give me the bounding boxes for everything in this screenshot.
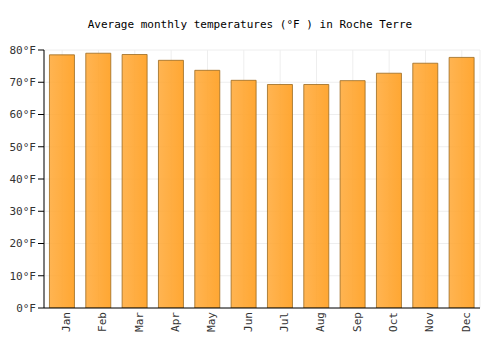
svg-text:Aug: Aug bbox=[314, 312, 327, 332]
svg-text:70°F: 70°F bbox=[10, 76, 37, 89]
svg-text:40°F: 40°F bbox=[10, 173, 37, 186]
svg-text:Jan: Jan bbox=[60, 312, 73, 332]
svg-text:10°F: 10°F bbox=[10, 270, 37, 283]
html-text:Average monthly temperatures (: Average monthly temperatures (°F ) in Ro… bbox=[87, 18, 413, 31]
svg-text:Nov: Nov bbox=[423, 312, 436, 332]
svg-text:Apr: Apr bbox=[169, 312, 182, 332]
svg-text:Feb: Feb bbox=[96, 312, 109, 332]
svg-text:Oct: Oct bbox=[387, 312, 400, 332]
svg-text:Dec: Dec bbox=[460, 312, 473, 332]
svg-text:Jul: Jul bbox=[278, 312, 291, 332]
svg-text:80°F: 80°F bbox=[10, 44, 37, 57]
svg-text:Mar: Mar bbox=[133, 312, 146, 332]
svg-text:20°F: 20°F bbox=[10, 237, 37, 250]
svg-text:50°F: 50°F bbox=[10, 141, 37, 154]
svg-text:60°F: 60°F bbox=[10, 108, 37, 121]
svg-text:0°F: 0°F bbox=[16, 302, 36, 315]
svg-text:30°F: 30°F bbox=[10, 205, 37, 218]
svg-text:May: May bbox=[205, 312, 218, 332]
svg-text:Sep: Sep bbox=[351, 312, 364, 332]
svg-text:Jun: Jun bbox=[242, 312, 255, 332]
